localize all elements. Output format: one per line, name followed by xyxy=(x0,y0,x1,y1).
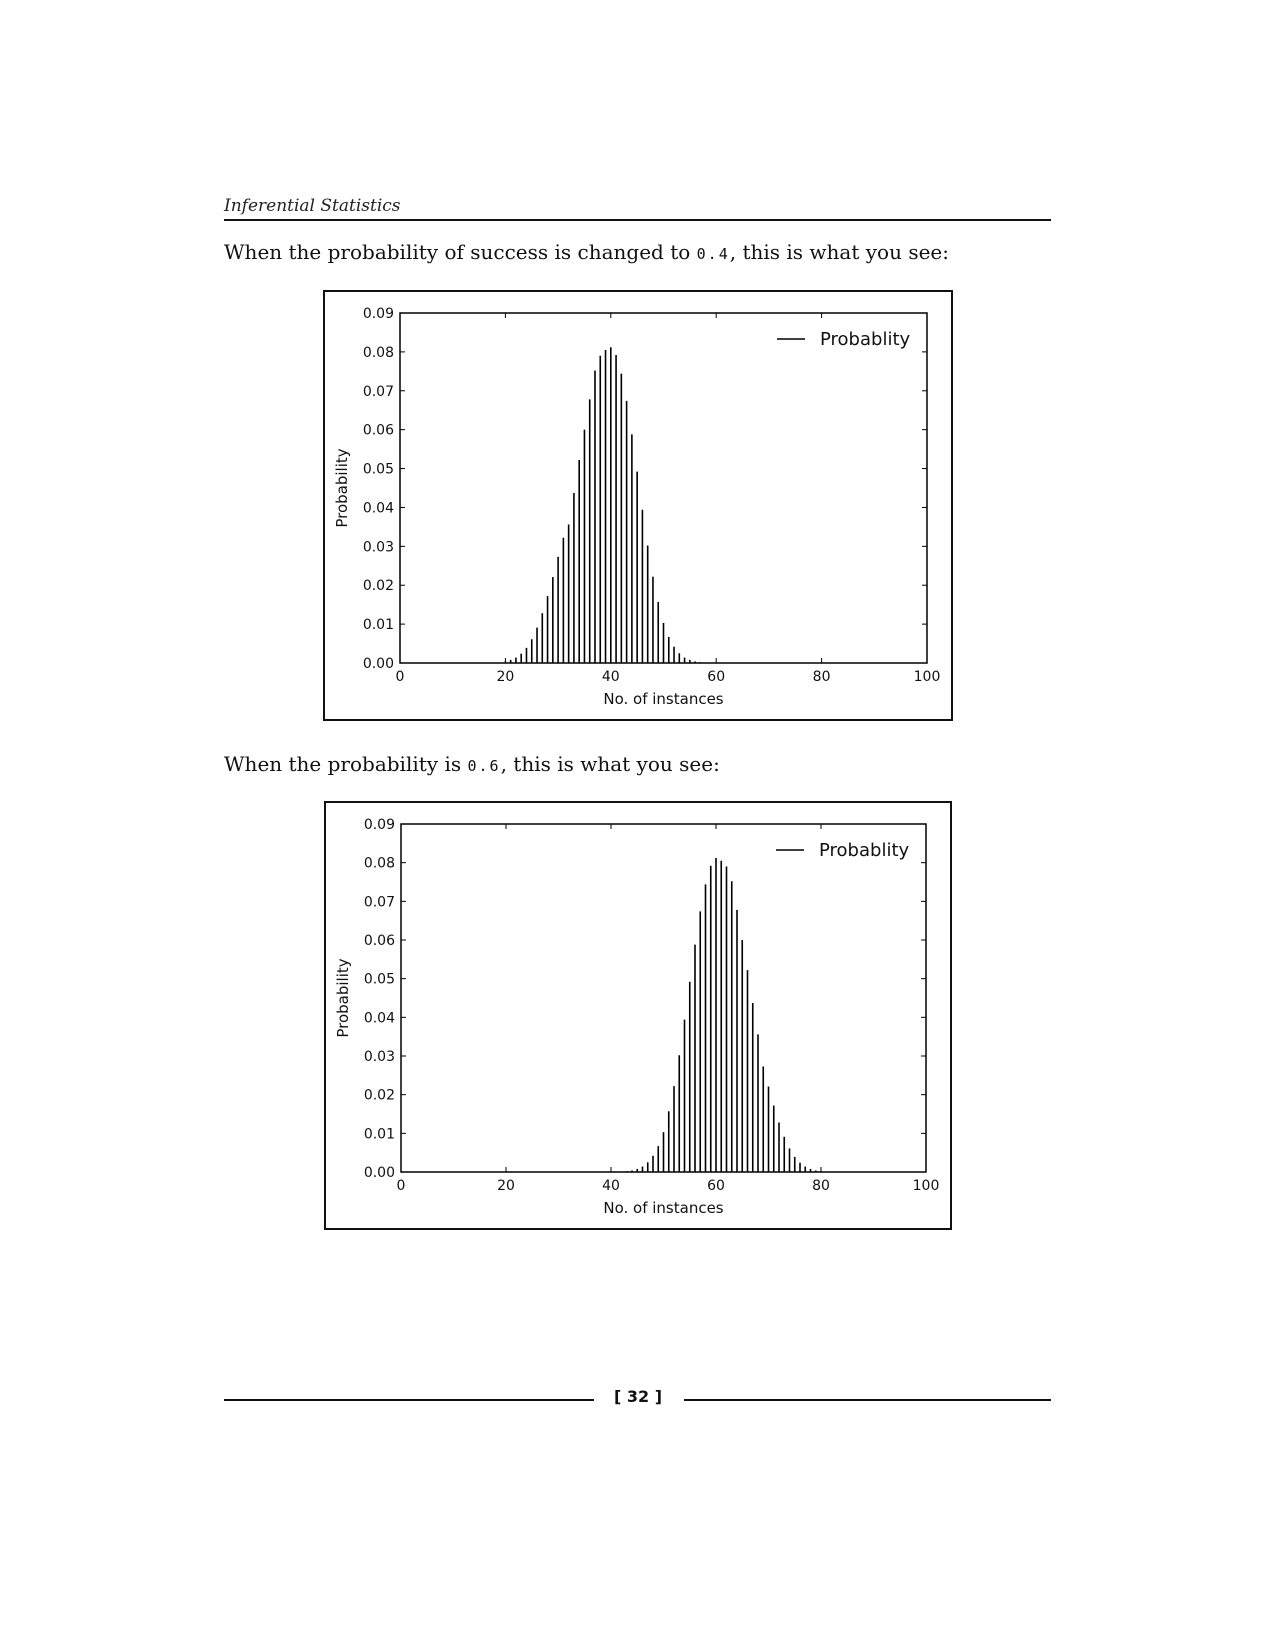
y-tick-label: 0.06 xyxy=(364,933,395,949)
paragraph-1: When the probability of success is chang… xyxy=(224,240,949,264)
plot-area xyxy=(400,823,927,1173)
y-tick-label: 0.01 xyxy=(364,1126,395,1142)
plot-area xyxy=(399,312,928,664)
y-tick-label: 0.09 xyxy=(363,306,394,322)
y-tick-label: 0.03 xyxy=(363,539,394,555)
header-rule xyxy=(224,219,1051,221)
paragraph-2-text-after: , this is what you see: xyxy=(500,752,720,776)
x-tick-label: 80 xyxy=(813,669,831,685)
x-tick-label: 60 xyxy=(707,1178,725,1194)
x-tick-label: 20 xyxy=(496,669,514,685)
page-number: [ 32 ] xyxy=(613,1387,663,1406)
x-tick-label: 0 xyxy=(396,669,405,685)
paragraph-2: When the probability is 0.6, this is wha… xyxy=(224,752,720,776)
y-tick-label: 0.01 xyxy=(363,617,394,633)
y-axis-label: Probability xyxy=(333,448,351,527)
paragraph-1-code: 0.4 xyxy=(696,245,730,263)
y-tick-label: 0.06 xyxy=(363,423,394,439)
x-tick-label: 0 xyxy=(397,1178,406,1194)
paragraph-2-code: 0.6 xyxy=(467,757,501,775)
binomial-chart-p06: 0.00 0.01 0.02 0.03 0.04 0.05 0.06 0.07 0.08 0.09… xyxy=(334,817,940,1217)
footer-rule-right xyxy=(684,1399,1051,1401)
y-tick-label: 0.02 xyxy=(364,1088,395,1104)
legend-label: Probablity xyxy=(819,840,909,861)
x-tick-label: 40 xyxy=(602,1178,620,1194)
y-tick-label: 0.05 xyxy=(364,972,395,988)
chart-frame-1: 0.00 0.01 0.02 0.03 0.04 0.05 0.06 0.07 0.08 0.09… xyxy=(323,290,953,721)
y-tick-label: 0.07 xyxy=(364,894,395,910)
x-tick-label: 20 xyxy=(497,1178,515,1194)
legend-label: Probablity xyxy=(820,329,910,350)
y-tick-label: 0.00 xyxy=(364,1165,395,1181)
y-tick-label: 0.04 xyxy=(363,500,394,516)
binomial-chart-p04: 0.00 0.01 0.02 0.03 0.04 0.05 0.06 0.07 0.08 0.09… xyxy=(333,306,941,708)
footer-rule-left xyxy=(224,1399,594,1401)
y-tick-label: 0.04 xyxy=(364,1010,395,1026)
x-tick-label: 60 xyxy=(707,669,725,685)
paragraph-2-text-before: When the probability is xyxy=(224,752,468,776)
x-tick-label: 80 xyxy=(812,1178,830,1194)
paragraph-1-text-before: When the probability of success is chang… xyxy=(224,240,697,264)
paragraph-1-text-after: , this is what you see: xyxy=(729,240,949,264)
chart-frame-2: 0.00 0.01 0.02 0.03 0.04 0.05 0.06 0.07 0.08 0.09… xyxy=(324,801,952,1230)
y-axis-label: Probability xyxy=(334,958,352,1037)
y-tick-label: 0.08 xyxy=(364,856,395,872)
x-axis-label: No. of instances xyxy=(603,690,723,708)
y-tick-label: 0.07 xyxy=(363,384,394,400)
y-tick-label: 0.05 xyxy=(363,462,394,478)
x-axis-label: No. of instances xyxy=(603,1199,723,1217)
y-tick-label: 0.00 xyxy=(363,656,394,672)
x-tick-label: 100 xyxy=(913,1178,940,1194)
x-tick-label: 100 xyxy=(914,669,941,685)
x-tick-label: 40 xyxy=(602,669,620,685)
y-tick-label: 0.08 xyxy=(363,345,394,361)
y-tick-label: 0.09 xyxy=(364,817,395,833)
running-head: Inferential Statistics xyxy=(224,196,401,216)
y-tick-label: 0.03 xyxy=(364,1049,395,1065)
y-tick-label: 0.02 xyxy=(363,578,394,594)
